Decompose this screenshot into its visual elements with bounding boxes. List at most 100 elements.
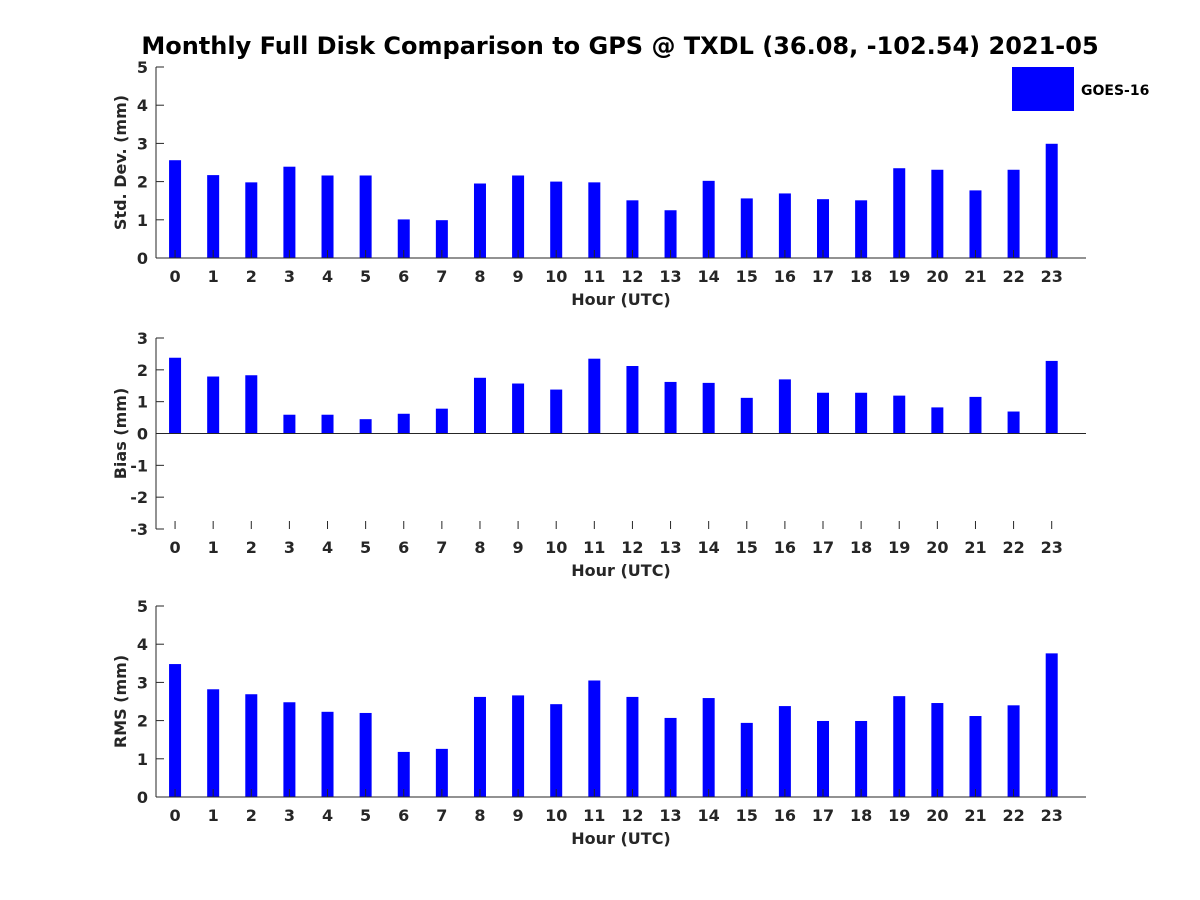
x-tick-label: 0	[169, 538, 180, 557]
bar-hour-2	[245, 375, 258, 434]
bar-hour-12	[626, 366, 639, 434]
x-tick-label: 3	[284, 538, 295, 557]
x-tick-label: 6	[398, 806, 409, 825]
x-tick-label: 4	[322, 538, 333, 557]
x-tick-label: 15	[736, 806, 758, 825]
bar-hour-12	[626, 200, 639, 258]
x-tick-label: 16	[774, 538, 796, 557]
bar-hour-9	[512, 695, 525, 797]
x-tick-label: 2	[246, 806, 257, 825]
bar-hour-18	[855, 720, 868, 797]
bar-hour-17	[817, 199, 830, 258]
x-tick-label: 21	[964, 267, 986, 286]
bar-hour-22	[1007, 169, 1020, 258]
x-tick-label: 0	[169, 267, 180, 286]
x-tick-label: 14	[698, 806, 720, 825]
x-tick-label: 16	[774, 267, 796, 286]
y-tick-label: 3	[137, 134, 148, 153]
bar-hour-10	[550, 389, 563, 434]
x-tick-label: 5	[360, 267, 371, 286]
x-tick-label: 18	[850, 267, 872, 286]
bar-hour-21	[969, 190, 982, 258]
bar-hour-1	[207, 376, 220, 434]
bar-hour-20	[931, 169, 944, 258]
bar-hour-7	[435, 220, 448, 258]
x-tick-label: 14	[698, 267, 720, 286]
x-tick-label: 22	[1002, 267, 1024, 286]
bar-hour-21	[969, 396, 982, 434]
x-tick-label: 9	[513, 538, 524, 557]
x-tick-label: 23	[1041, 806, 1063, 825]
y-tick-label: 2	[137, 712, 148, 731]
bar-hour-5	[359, 712, 372, 797]
x-tick-label: 13	[659, 267, 681, 286]
bar-hour-10	[550, 704, 563, 797]
chart-title: Monthly Full Disk Comparison to GPS @ TX…	[141, 32, 1098, 60]
x-tick-label: 5	[360, 806, 371, 825]
bar-hour-2	[245, 694, 258, 797]
bar-hour-12	[626, 696, 639, 797]
y-tick-label: 2	[137, 361, 148, 380]
x-tick-label: 1	[208, 267, 219, 286]
y-tick-label: 1	[137, 750, 148, 769]
y-tick-label: 0	[137, 249, 148, 268]
bar-hour-18	[855, 200, 868, 258]
bar-hour-13	[664, 381, 677, 434]
x-tick-label: 3	[284, 267, 295, 286]
y-tick-label: -3	[130, 520, 148, 539]
bar-hour-7	[435, 408, 448, 434]
y-tick-label: 4	[137, 635, 148, 654]
x-tick-label: 23	[1041, 538, 1063, 557]
bar-hour-4	[321, 414, 334, 434]
bar-hour-23	[1045, 653, 1058, 797]
y-axis-label: RMS (mm)	[111, 655, 130, 748]
bar-hour-11	[588, 182, 601, 258]
bar-hour-9	[512, 383, 525, 434]
y-axis-label: Bias (mm)	[111, 388, 130, 480]
y-tick-label: 1	[137, 393, 148, 412]
x-tick-label: 22	[1002, 538, 1024, 557]
bar-hour-3	[283, 166, 296, 258]
bar-hour-1	[207, 175, 220, 258]
x-axis-label: Hour (UTC)	[571, 829, 671, 848]
x-tick-label: 1	[208, 806, 219, 825]
chart-legend: GOES-16	[1012, 67, 1149, 111]
y-axis-label: Std. Dev. (mm)	[111, 95, 130, 230]
bar-hour-19	[893, 696, 906, 797]
bar-hour-6	[397, 751, 410, 797]
x-tick-label: 15	[736, 267, 758, 286]
bar-hour-8	[473, 696, 486, 797]
x-tick-label: 21	[964, 806, 986, 825]
x-tick-label: 4	[322, 806, 333, 825]
x-tick-label: 23	[1041, 267, 1063, 286]
bar-hour-15	[740, 397, 753, 434]
x-tick-label: 6	[398, 538, 409, 557]
bar-hour-0	[169, 160, 182, 258]
bar-hour-23	[1045, 143, 1058, 258]
y-tick-label: 5	[137, 597, 148, 616]
x-tick-label: 11	[583, 806, 605, 825]
x-tick-label: 16	[774, 806, 796, 825]
bar-hour-2	[245, 182, 258, 258]
x-tick-label: 7	[436, 267, 447, 286]
bar-hour-21	[969, 716, 982, 797]
x-tick-label: 9	[513, 806, 524, 825]
x-tick-label: 8	[474, 538, 485, 557]
y-tick-label: 1	[137, 211, 148, 230]
bar-hour-15	[740, 722, 753, 797]
x-tick-label: 19	[888, 806, 910, 825]
x-tick-label: 3	[284, 806, 295, 825]
bar-hour-20	[931, 407, 944, 434]
bar-hour-14	[702, 382, 715, 434]
x-tick-label: 21	[964, 538, 986, 557]
bar-hour-23	[1045, 360, 1058, 434]
bar-hour-10	[550, 181, 563, 258]
x-tick-label: 20	[926, 267, 948, 286]
x-tick-label: 11	[583, 538, 605, 557]
bar-hour-20	[931, 703, 944, 797]
y-tick-label: 5	[137, 58, 148, 77]
x-tick-label: 9	[513, 267, 524, 286]
x-tick-label: 0	[169, 806, 180, 825]
y-tick-label: 2	[137, 173, 148, 192]
